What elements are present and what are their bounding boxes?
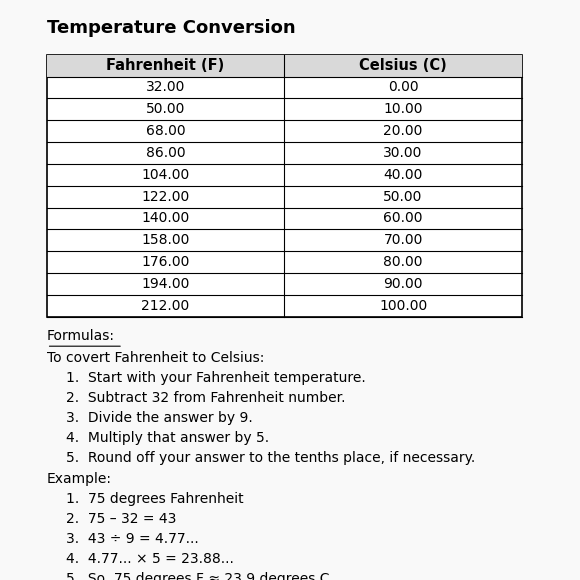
Text: 2.  75 – 32 = 43: 2. 75 – 32 = 43 <box>67 512 177 526</box>
Text: 5.  Round off your answer to the tenths place, if necessary.: 5. Round off your answer to the tenths p… <box>67 451 476 465</box>
Text: 158.00: 158.00 <box>142 233 190 247</box>
Text: 86.00: 86.00 <box>146 146 185 160</box>
Text: 90.00: 90.00 <box>383 277 423 291</box>
Text: 1.  Start with your Fahrenheit temperature.: 1. Start with your Fahrenheit temperatur… <box>67 371 366 385</box>
Text: 80.00: 80.00 <box>383 255 423 269</box>
Text: 40.00: 40.00 <box>383 168 423 182</box>
Text: 4.  4.77... × 5 = 23.88...: 4. 4.77... × 5 = 23.88... <box>67 552 234 566</box>
Text: 60.00: 60.00 <box>383 212 423 226</box>
Text: Fahrenheit (F): Fahrenheit (F) <box>106 58 224 73</box>
Text: 5.  So, 75 degrees F ≈ 23.9 degrees C.: 5. So, 75 degrees F ≈ 23.9 degrees C. <box>67 572 334 580</box>
Text: 3.  Divide the answer by 9.: 3. Divide the answer by 9. <box>67 411 253 425</box>
Text: 2.  Subtract 32 from Fahrenheit number.: 2. Subtract 32 from Fahrenheit number. <box>67 391 346 405</box>
Text: 212.00: 212.00 <box>142 299 190 313</box>
Text: 3.  43 ÷ 9 = 4.77...: 3. 43 ÷ 9 = 4.77... <box>67 532 199 546</box>
Text: 10.00: 10.00 <box>383 102 423 117</box>
Text: 140.00: 140.00 <box>142 212 190 226</box>
Text: 20.00: 20.00 <box>383 124 423 138</box>
Text: Temperature Conversion: Temperature Conversion <box>46 19 295 37</box>
Text: 0.00: 0.00 <box>388 81 418 95</box>
Bar <box>46 55 522 317</box>
Text: 1.  75 degrees Fahrenheit: 1. 75 degrees Fahrenheit <box>67 492 244 506</box>
Text: Celsius (C): Celsius (C) <box>359 58 447 73</box>
Text: 100.00: 100.00 <box>379 299 427 313</box>
Text: 194.00: 194.00 <box>142 277 190 291</box>
Text: 68.00: 68.00 <box>146 124 185 138</box>
Text: 50.00: 50.00 <box>383 190 423 204</box>
Text: Example:: Example: <box>46 472 112 486</box>
Text: Formulas:: Formulas: <box>46 329 115 343</box>
Text: To covert Fahrenheit to Celsius:: To covert Fahrenheit to Celsius: <box>46 351 264 365</box>
Text: 104.00: 104.00 <box>142 168 190 182</box>
Text: 50.00: 50.00 <box>146 102 185 117</box>
Text: 4.  Multiply that answer by 5.: 4. Multiply that answer by 5. <box>67 431 270 445</box>
Text: 30.00: 30.00 <box>383 146 423 160</box>
Bar <box>46 55 522 77</box>
Text: 122.00: 122.00 <box>142 190 190 204</box>
Text: 176.00: 176.00 <box>142 255 190 269</box>
Text: 32.00: 32.00 <box>146 81 185 95</box>
Text: 70.00: 70.00 <box>383 233 423 247</box>
